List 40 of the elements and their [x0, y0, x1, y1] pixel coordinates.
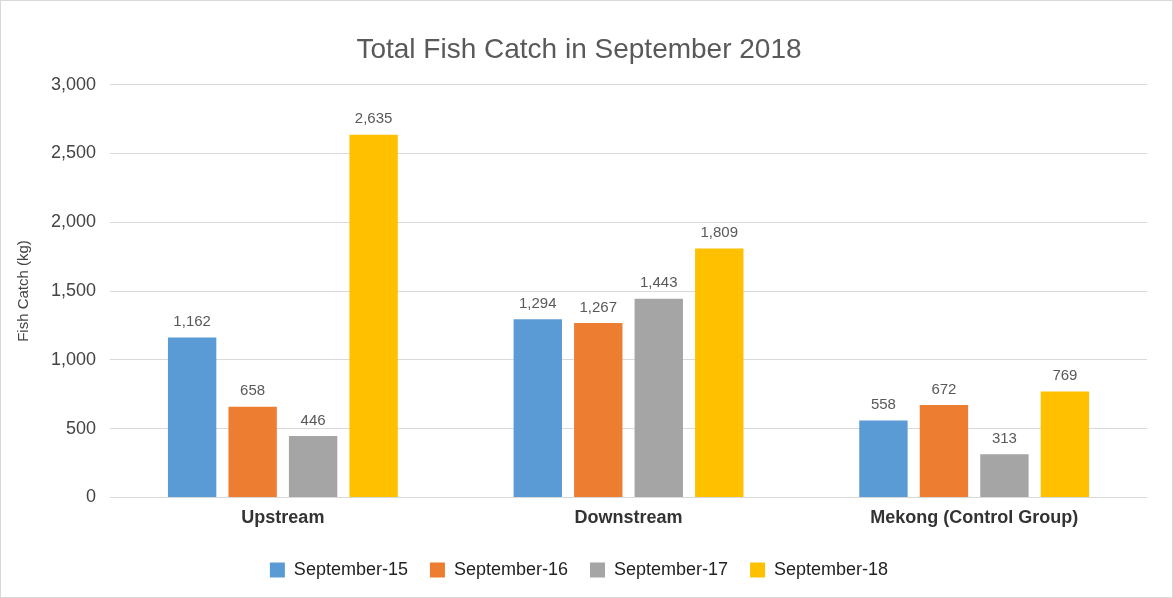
data-label: 1,162	[173, 312, 211, 330]
bar	[574, 323, 623, 497]
data-label: 769	[1052, 366, 1078, 384]
data-label: 313	[991, 428, 1017, 446]
bar	[513, 319, 562, 497]
y-tick-label: 2,000	[51, 211, 97, 232]
data-label: 446	[300, 410, 326, 428]
bar	[288, 436, 338, 497]
bar	[919, 404, 969, 497]
legend-label: September-17	[614, 558, 729, 579]
legend-label: September-18	[774, 558, 889, 579]
y-tick-label: 2,500	[51, 142, 97, 163]
bar	[167, 337, 217, 497]
x-tick-label: Downstream	[574, 507, 683, 528]
y-tick-label: 0	[86, 486, 97, 507]
legend-label: September-16	[453, 558, 569, 579]
y-axis-title: Fish Catch (kg)	[14, 240, 32, 342]
data-label: 1,294	[519, 293, 557, 311]
data-label: 1,809	[700, 223, 739, 241]
bar	[349, 134, 398, 497]
bar	[634, 298, 683, 497]
y-tick-label: 500	[66, 417, 97, 438]
x-tick-label: Mekong (Control Group)	[870, 507, 1079, 528]
data-label: 2,635	[354, 109, 393, 127]
bar	[980, 454, 1029, 497]
bar	[859, 420, 908, 497]
y-tick-label: 3,000	[51, 73, 97, 94]
chart-title: Total Fish Catch in September 2018	[356, 32, 802, 64]
y-tick-label: 1,500	[51, 279, 97, 300]
bar	[228, 406, 277, 497]
data-label: 658	[240, 381, 266, 399]
data-label: 558	[870, 395, 896, 413]
data-label: 1,443	[639, 273, 678, 291]
bar	[1040, 391, 1090, 497]
legend-label: September-15	[293, 558, 408, 579]
bar	[695, 248, 744, 497]
x-tick-label: Upstream	[241, 507, 325, 528]
data-label: 672	[931, 379, 957, 397]
y-tick-label: 1,000	[51, 348, 97, 369]
data-label: 1,267	[579, 297, 618, 315]
